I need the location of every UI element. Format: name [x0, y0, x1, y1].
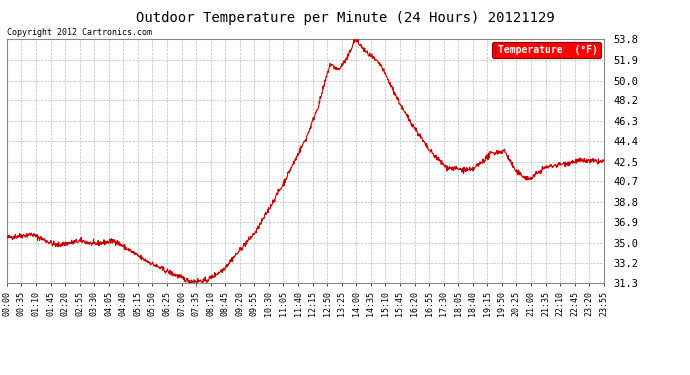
- Text: Outdoor Temperature per Minute (24 Hours) 20121129: Outdoor Temperature per Minute (24 Hours…: [136, 11, 554, 25]
- Text: Copyright 2012 Cartronics.com: Copyright 2012 Cartronics.com: [7, 28, 152, 37]
- Legend: Temperature  (°F): Temperature (°F): [492, 42, 601, 58]
